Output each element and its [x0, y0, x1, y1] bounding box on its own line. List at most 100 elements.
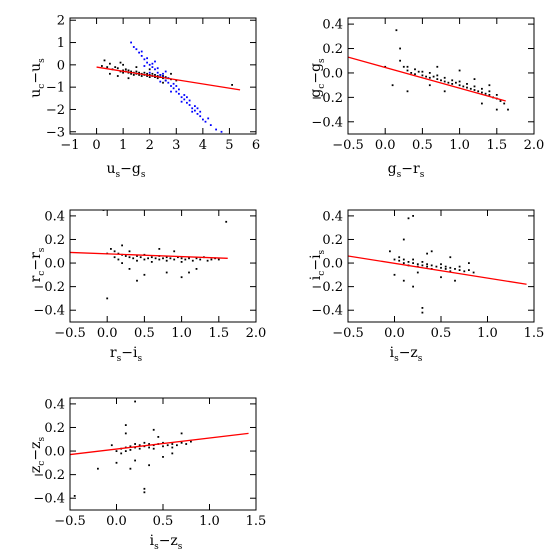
data-point	[468, 262, 470, 264]
data-point	[154, 76, 156, 78]
data-point	[97, 467, 99, 470]
x-axis-label: us−gs	[107, 161, 146, 180]
data-point	[458, 84, 461, 87]
data-point	[148, 464, 150, 467]
marks	[348, 29, 509, 111]
data-point	[488, 84, 491, 87]
data-point	[421, 311, 424, 314]
data-point	[157, 436, 160, 438]
data-point	[406, 90, 409, 93]
data-point-series-2	[183, 94, 186, 96]
data-point	[426, 265, 428, 268]
data-point	[190, 440, 192, 443]
data-point	[128, 268, 131, 270]
marks	[70, 210, 228, 300]
data-point	[165, 259, 168, 262]
data-point-series-2	[175, 90, 178, 93]
y-tick-label: −0.2	[33, 280, 65, 295]
x-tick-label: 0.5	[431, 326, 452, 341]
data-point	[171, 443, 174, 445]
data-point-series-2	[188, 104, 191, 106]
data-point	[462, 85, 465, 88]
data-point	[143, 487, 146, 490]
data-point	[113, 250, 116, 253]
data-point	[146, 75, 148, 77]
x-tick-label: 1.5	[208, 326, 229, 341]
data-point	[402, 258, 405, 261]
x-tick-label: 1.0	[449, 138, 470, 153]
data-point	[135, 70, 138, 73]
data-point	[393, 273, 396, 276]
data-point-series-2	[194, 109, 196, 112]
y-tick-label: −0.4	[311, 304, 343, 319]
y-tick-label: 2	[57, 14, 65, 29]
data-point	[495, 108, 498, 111]
data-point	[150, 261, 153, 263]
marks	[348, 215, 527, 314]
data-point-series-2	[170, 90, 172, 93]
data-point	[412, 258, 414, 261]
data-point-series-2	[199, 115, 202, 118]
data-point	[130, 72, 132, 75]
data-point-series-2	[207, 117, 210, 120]
x-tick-label: 1.0	[199, 514, 220, 529]
data-point	[473, 78, 476, 80]
y-tick-label: −0.4	[33, 492, 65, 507]
data-point	[176, 444, 178, 447]
data-point	[454, 279, 456, 282]
data-point	[402, 279, 405, 282]
data-point	[195, 257, 198, 260]
x-tick-label: 0.0	[106, 514, 127, 529]
data-point	[436, 78, 439, 80]
y-axis-label: ic−is	[308, 249, 327, 280]
data-point	[162, 257, 164, 260]
x-axis-label: gs−rs	[388, 161, 425, 180]
y-tick-label: −0.4	[33, 304, 65, 319]
x-tick-label: 0.0	[97, 326, 118, 341]
y-tick-label: −0.2	[311, 280, 343, 295]
data-point	[472, 271, 475, 274]
panel-z: −0.5 0.0 0.5 1.0 1.5−0.4−0.20.00.20.4 is−zs …	[28, 397, 266, 552]
x-tick-label: 0.5	[153, 514, 174, 529]
data-point	[135, 66, 138, 68]
x-tick-label: 0	[92, 138, 100, 153]
data-point-series-2	[156, 71, 159, 74]
panel-r: −0.5 0.0 0.5 1.0 1.5 2.0 −0.4 −0.2 0.0 0.2 0.4 rs−…	[28, 209, 266, 364]
data-point	[180, 441, 183, 444]
data-point	[120, 452, 123, 455]
data-point	[115, 461, 118, 464]
y-tick-label: −1	[46, 81, 65, 96]
y-tick-label: 0.4	[322, 209, 343, 224]
data-point-series-2	[148, 71, 151, 74]
data-point	[449, 266, 452, 269]
data-point	[124, 255, 127, 257]
data-point	[481, 102, 483, 105]
x-axis-label: rs−is	[110, 345, 143, 364]
data-point	[138, 447, 141, 450]
x-axis-label: is−zs	[150, 533, 183, 552]
data-point	[128, 256, 131, 259]
axes-frame	[69, 209, 257, 323]
data-point	[466, 86, 468, 89]
data-point	[399, 47, 401, 50]
y-tick-label: 0.4	[44, 209, 65, 224]
data-point	[406, 65, 409, 68]
x-tick-label: 2.0	[246, 326, 267, 341]
data-point	[117, 258, 120, 261]
data-point	[162, 441, 164, 444]
x-tick-label: 0.0	[384, 326, 405, 341]
data-point	[458, 69, 461, 72]
data-point	[117, 252, 120, 255]
data-point	[154, 257, 157, 260]
data-point	[115, 450, 118, 452]
data-point-series-2	[186, 101, 188, 104]
data-point	[225, 220, 228, 223]
data-point	[151, 72, 154, 75]
data-point	[128, 250, 131, 253]
data-point	[421, 264, 424, 267]
data-point	[469, 87, 472, 90]
fit-line	[70, 432, 249, 456]
x-tick-label: −0.5	[54, 514, 86, 529]
data-point	[110, 444, 113, 447]
data-point-series-2	[146, 57, 148, 60]
